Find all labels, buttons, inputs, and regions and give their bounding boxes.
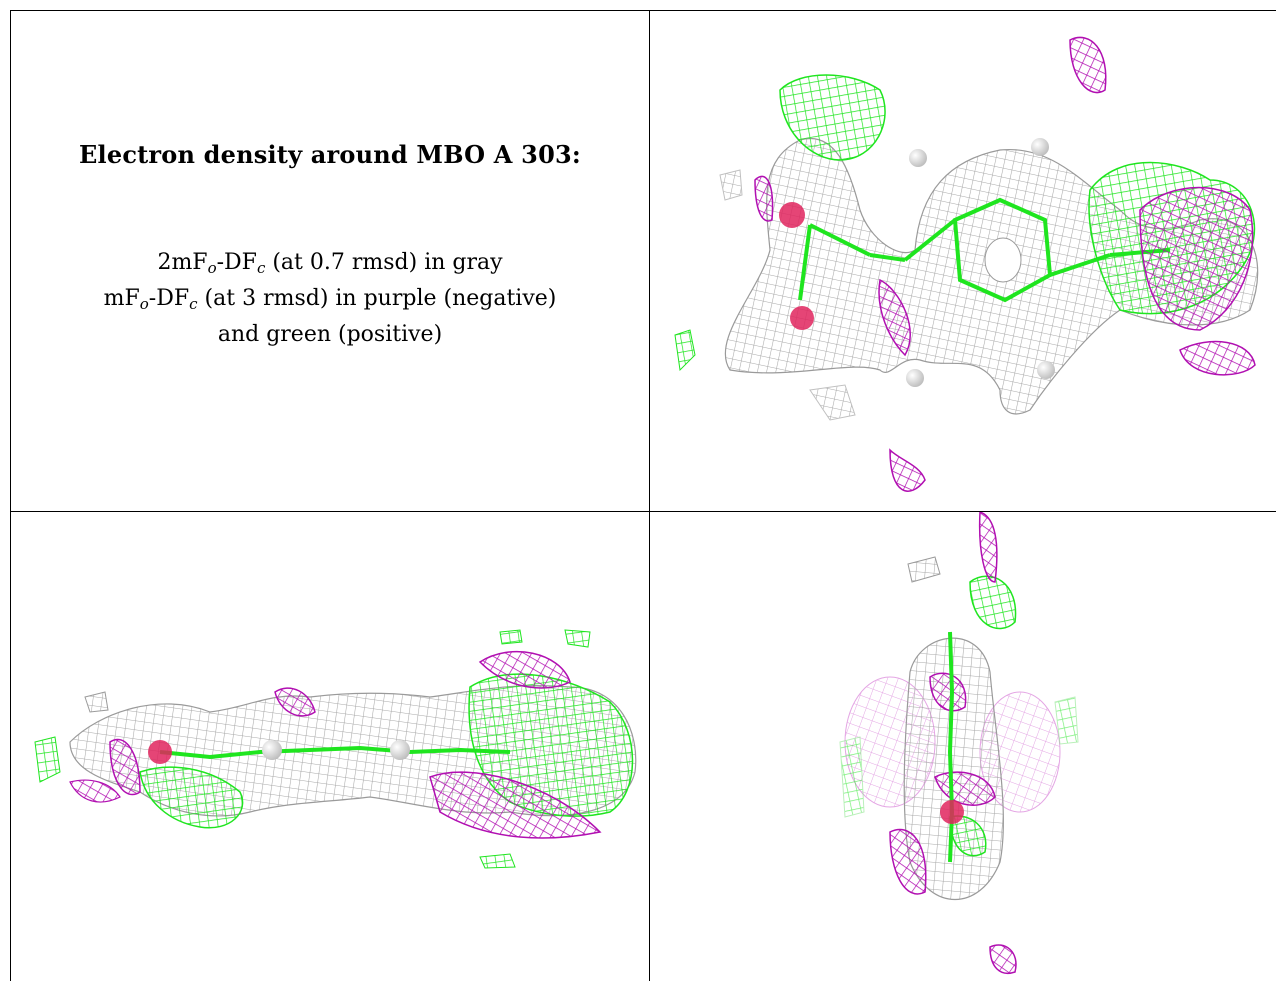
hydrogen-atom <box>1031 138 1049 156</box>
map-fofc-negative <box>889 828 927 895</box>
map-fofc-positive <box>479 853 516 869</box>
grid-top-border <box>10 10 1276 11</box>
legend-text: -DF <box>216 250 257 275</box>
legend-line-signs: and green (positive) <box>217 322 443 347</box>
map-fofc-negative <box>929 672 967 712</box>
legend-subscript: o <box>139 295 149 313</box>
map-fofc-positive <box>674 329 696 372</box>
map-fofc-positive <box>139 766 244 829</box>
legend-subscript: c <box>256 259 266 277</box>
map-fofc-positive-faded <box>839 736 865 818</box>
map-fofc-negative <box>889 448 926 492</box>
grid-middle-border <box>10 511 1276 512</box>
map-2fofc-mesh <box>809 384 856 421</box>
legend-text: 2mF <box>157 250 208 275</box>
map-fofc-positive-faded <box>1054 696 1079 745</box>
legend-text: (at 3 rmsd) in purple (negative) <box>197 286 557 311</box>
density-panel-top-right <box>650 10 1276 511</box>
legend-line-2fofc: 2mFo-DFc (at 0.7 rmsd) in gray <box>10 250 649 277</box>
legend-text: -DF <box>148 286 190 311</box>
density-render-2 <box>34 629 637 869</box>
map-fofc-negative <box>978 512 998 583</box>
legend-subscript: c <box>189 295 198 313</box>
map-fofc-positive <box>949 815 987 857</box>
map-fofc-negative <box>109 738 141 796</box>
ring-hole <box>984 237 1022 283</box>
density-render-3 <box>839 512 1079 974</box>
map-fofc-negative <box>478 650 571 689</box>
legend-text: mF <box>103 286 140 311</box>
legend-title: Electron density around MBO A 303: <box>79 140 581 169</box>
oxygen-atom <box>940 800 964 824</box>
ligand-bonds <box>798 197 1171 303</box>
map-fofc-negative <box>1179 340 1256 376</box>
grid-center-border <box>649 10 650 981</box>
ligand-bonds <box>947 631 955 863</box>
map-fofc-positive <box>779 74 886 161</box>
hydrogen-atom <box>1037 361 1055 379</box>
map-fofc-negative <box>989 944 1017 974</box>
map-fofc-positive <box>564 629 591 648</box>
hydrogen-atom <box>262 740 282 760</box>
map-fofc-positive <box>34 736 61 783</box>
map-fofc-positive <box>969 575 1017 630</box>
hydrogen-atom <box>906 369 924 387</box>
map-fofc-negative <box>69 779 121 803</box>
map-2fofc-mesh <box>84 691 109 713</box>
hydrogen-atom <box>909 149 927 167</box>
legend-subscript: o <box>207 259 217 277</box>
grid-left-border <box>10 10 11 981</box>
legend-line-fofc: mFo-DFc (at 3 rmsd) in purple (negative) <box>10 286 649 313</box>
map-fofc-negative <box>274 687 316 717</box>
map-fofc-negative <box>754 175 774 222</box>
density-render-1 <box>674 36 1259 492</box>
map-fofc-negative <box>1139 186 1254 331</box>
map-fofc-positive <box>499 629 523 645</box>
density-panel-bottom-right <box>650 512 1276 981</box>
figure-grid: Electron density around MBO A 303: 2mFo-… <box>10 10 1276 981</box>
hydrogen-atom <box>390 740 410 760</box>
legend-text: (at 0.7 rmsd) in gray <box>265 250 503 275</box>
legend-cell: Electron density around MBO A 303: 2mFo-… <box>10 10 649 511</box>
oxygen-atom <box>148 740 172 764</box>
ligand-bonds <box>159 745 511 760</box>
map-fofc-negative <box>878 278 911 357</box>
map-fofc-negative <box>429 771 602 839</box>
oxygen-atom <box>779 202 805 228</box>
map-2fofc-mesh <box>719 169 743 201</box>
oxygen-atom <box>790 306 814 330</box>
map-2fofc-mesh <box>907 556 941 583</box>
density-panel-bottom-left <box>10 512 649 981</box>
map-fofc-negative <box>1069 36 1107 94</box>
